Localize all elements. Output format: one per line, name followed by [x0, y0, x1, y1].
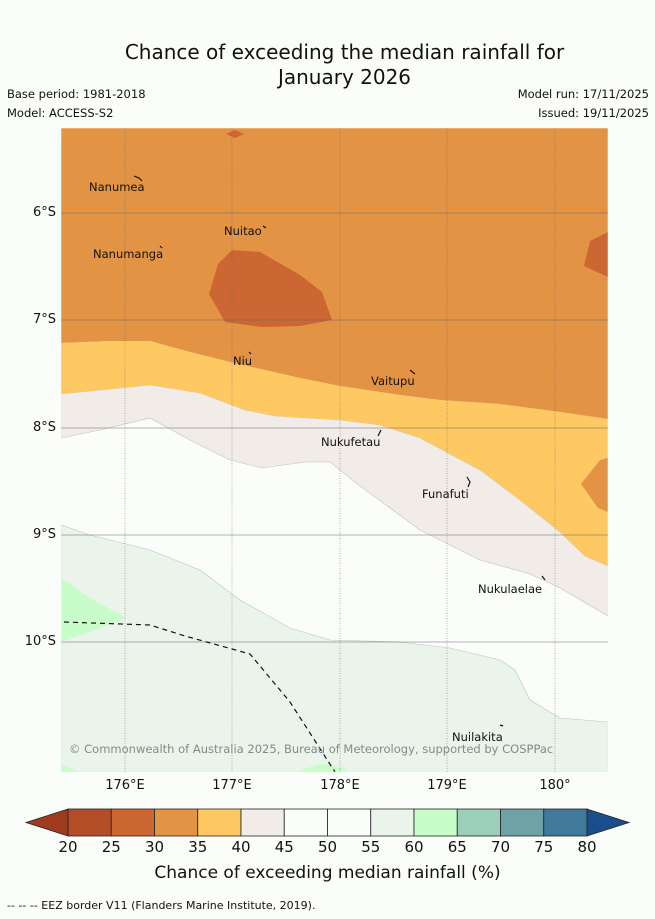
- colorbar-tick-45: 45: [274, 838, 294, 856]
- eez-legend: -- -- -- EEZ border V11 (Flanders Marine…: [7, 899, 316, 912]
- place-nanumea: Nanumea: [89, 180, 145, 194]
- place-vaitupu: Vaitupu: [371, 374, 415, 388]
- colorbar-segment-25-30: [110, 808, 155, 837]
- colorbar-tick-30: 30: [144, 838, 165, 856]
- island-funafuti-shape: [466, 476, 471, 488]
- island-nanumea-shape: [133, 175, 143, 182]
- lon-label-176e: 176°E: [105, 778, 145, 793]
- island-nuilakita-shape: [499, 724, 504, 727]
- colorbar-tick-70: 70: [490, 838, 511, 856]
- island-nukufetau-shape: [377, 429, 382, 437]
- place-nuilakita: Nuilakita: [452, 730, 503, 744]
- colorbar-tick-55: 55: [361, 838, 381, 856]
- colorbar-tick-20: 20: [58, 838, 78, 856]
- band-35-40: [61, 341, 608, 566]
- colorbar-tick-50: 50: [317, 838, 338, 856]
- island-vaitupu-shape: [409, 369, 416, 375]
- lat-label-7s: 7°S: [32, 312, 56, 327]
- lat-label-9s: 9°S: [32, 527, 56, 542]
- lat-label-6s: 6°S: [32, 205, 56, 220]
- colorbar-extend-high: [586, 808, 631, 837]
- colorbar-segment-60-65: [413, 808, 458, 837]
- base-period: Base period: 1981-2018: [7, 87, 146, 101]
- place-funafuti: Funafuti: [422, 487, 469, 501]
- place-nuitao: Nuitao: [224, 224, 262, 238]
- colorbar-segment-30-35: [154, 808, 199, 837]
- colorbar-tick-25: 25: [101, 838, 121, 856]
- colorbar-segment-55-60: [370, 808, 415, 837]
- colorbar-segment-20-25: [67, 808, 112, 837]
- eez-border: [63, 621, 336, 772]
- copyright-notice: © Commonwealth of Australia 2025, Bureau…: [69, 742, 553, 756]
- band-60-65-west: [61, 578, 126, 642]
- colorbar-tick-35: 35: [188, 838, 208, 856]
- model-name: Model: ACCESS-S2: [7, 106, 114, 120]
- band-60-65-south: [296, 764, 348, 772]
- colorbar: [24, 808, 631, 837]
- island-nuitao-shape: [262, 225, 267, 229]
- band-30-35: [61, 128, 608, 419]
- colorbar-segment-35-40: [197, 808, 242, 837]
- band-25-30-north: [226, 130, 244, 138]
- island-niu-shape: [248, 351, 252, 355]
- colorbar-segment-40-45: [240, 808, 285, 837]
- graticule: [61, 128, 608, 772]
- colorbar-tick-60: 60: [404, 838, 424, 856]
- colorbar-tick-40: 40: [231, 838, 251, 856]
- title-line-1: Chance of exceeding the median rainfall …: [124, 40, 565, 64]
- band-30-35-east: [581, 458, 608, 512]
- lon-label-180: 180°: [539, 778, 571, 793]
- colorbar-label: Chance of exceeding median rainfall (%): [154, 863, 501, 883]
- title-line-2: January 2026: [277, 65, 412, 89]
- colorbar-segment-75-80: [543, 808, 588, 837]
- lat-label-10s: 10°S: [24, 634, 56, 649]
- island-shapes: [133, 175, 546, 727]
- band-25-30-center: [209, 250, 332, 327]
- colorbar-tick-65: 65: [447, 838, 467, 856]
- colorbar-segment-45-50: [283, 808, 328, 837]
- island-nanumanga-shape: [159, 245, 163, 249]
- map-frame: [60, 127, 609, 773]
- model-run: Model run: 17/11/2025: [517, 87, 649, 101]
- lon-label-179e: 179°E: [427, 778, 467, 793]
- colorbar-segment-65-70: [456, 808, 501, 837]
- band-60-65-sw: [61, 764, 78, 772]
- colorbar-segment-70-75: [500, 808, 545, 837]
- lon-label-177e: 177°E: [212, 778, 252, 793]
- colorbar-segment-50-55: [327, 808, 372, 837]
- place-nanumanga: Nanumanga: [93, 247, 163, 261]
- place-nukufetau: Nukufetau: [321, 435, 380, 449]
- colorbar-tick-75: 75: [534, 838, 554, 856]
- lat-label-8s: 8°S: [32, 420, 56, 435]
- colorbar-tick-80: 80: [577, 838, 597, 856]
- chart-title: Chance of exceeding the median rainfall …: [0, 40, 655, 90]
- lon-label-178e: 178°E: [320, 778, 360, 793]
- place-nukulaelae: Nukulaelae: [478, 582, 542, 596]
- island-nukulaelae-shape: [541, 575, 546, 581]
- place-niu: Niu: [233, 354, 252, 368]
- probability-field: Nanumea Nuitao Nanumanga Niu Vaitupu Nuk…: [61, 128, 608, 772]
- issued-date: Issued: 19/11/2025: [538, 106, 649, 120]
- colorbar-extend-low: [24, 808, 69, 837]
- band-25-30-east: [584, 232, 608, 277]
- band-55-60: [61, 524, 608, 772]
